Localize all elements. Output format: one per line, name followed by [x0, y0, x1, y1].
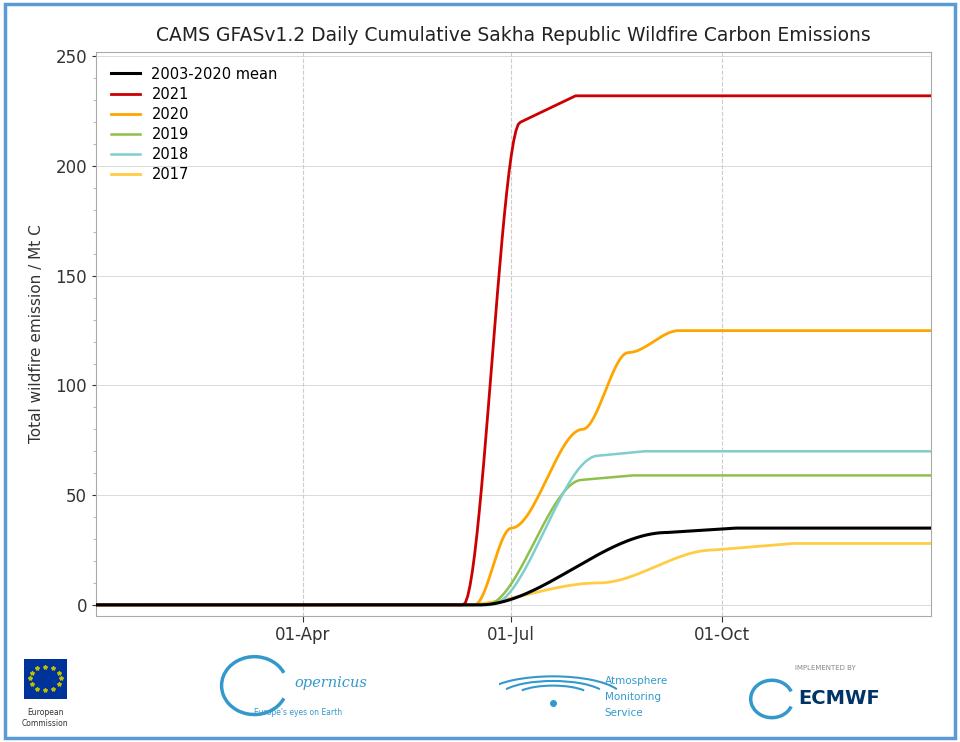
2020: [267, 600, 278, 609]
2003-2020 mean: [90, 600, 102, 609]
Text: European: European: [27, 708, 63, 717]
2003-2020 mean: [889, 524, 900, 533]
Text: Service: Service: [605, 708, 643, 718]
2019: [90, 600, 102, 609]
2021: [90, 600, 102, 609]
2019: [808, 471, 820, 480]
2019: [627, 471, 638, 480]
FancyBboxPatch shape: [23, 659, 66, 699]
Text: Europe's eyes on Earth: Europe's eyes on Earth: [253, 708, 342, 717]
2021: [570, 91, 582, 100]
Legend: 2003-2020 mean, 2021, 2020, 2019, 2018, 2017: 2003-2020 mean, 2021, 2020, 2019, 2018, …: [104, 59, 285, 189]
2018: [808, 447, 820, 456]
2021: [808, 91, 820, 100]
2020: [889, 326, 900, 335]
2018: [320, 600, 331, 609]
2018: [267, 600, 278, 609]
2021: [267, 600, 278, 609]
2020: [90, 600, 102, 609]
Text: Monitoring: Monitoring: [605, 692, 660, 702]
2017: [925, 539, 937, 548]
2017: [808, 539, 820, 548]
2003-2020 mean: [423, 600, 435, 609]
2003-2020 mean: [925, 524, 937, 533]
Text: opernicus: opernicus: [294, 676, 367, 690]
2020: [423, 600, 435, 609]
2019: [320, 600, 331, 609]
Title: CAMS GFASv1.2 Daily Cumulative Sakha Republic Wildfire Carbon Emissions: CAMS GFASv1.2 Daily Cumulative Sakha Rep…: [156, 26, 871, 45]
2018: [889, 447, 900, 456]
2003-2020 mean: [731, 524, 742, 533]
2003-2020 mean: [808, 524, 820, 533]
2017: [267, 600, 278, 609]
2021: [925, 91, 937, 100]
2003-2020 mean: [267, 600, 278, 609]
2019: [267, 600, 278, 609]
2017: [320, 600, 331, 609]
2018: [638, 447, 650, 456]
2018: [423, 600, 435, 609]
2019: [423, 600, 435, 609]
2019: [925, 471, 937, 480]
Line: 2018: 2018: [96, 451, 931, 605]
2021: [423, 600, 435, 609]
2017: [788, 539, 800, 548]
2020: [925, 326, 937, 335]
2020: [808, 326, 820, 335]
2018: [925, 447, 937, 456]
Text: Commission: Commission: [22, 719, 68, 728]
Text: ECMWF: ECMWF: [799, 689, 880, 709]
Line: 2021: 2021: [96, 96, 931, 605]
2019: [427, 600, 439, 609]
2003-2020 mean: [427, 600, 439, 609]
Line: 2020: 2020: [96, 331, 931, 605]
2020: [673, 326, 684, 335]
Text: Atmosphere: Atmosphere: [605, 676, 668, 686]
2017: [90, 600, 102, 609]
2021: [320, 600, 331, 609]
2017: [423, 600, 435, 609]
Line: 2017: 2017: [96, 543, 931, 605]
2020: [427, 600, 439, 609]
Line: 2019: 2019: [96, 476, 931, 605]
2021: [427, 600, 439, 609]
Y-axis label: Total wildfire emission / Mt C: Total wildfire emission / Mt C: [29, 225, 44, 443]
2018: [427, 600, 439, 609]
2021: [889, 91, 900, 100]
2017: [427, 600, 439, 609]
Text: IMPLEMENTED BY: IMPLEMENTED BY: [795, 665, 856, 671]
2018: [90, 600, 102, 609]
2017: [889, 539, 900, 548]
2003-2020 mean: [320, 600, 331, 609]
2020: [320, 600, 331, 609]
2019: [889, 471, 900, 480]
Line: 2003-2020 mean: 2003-2020 mean: [96, 528, 931, 605]
